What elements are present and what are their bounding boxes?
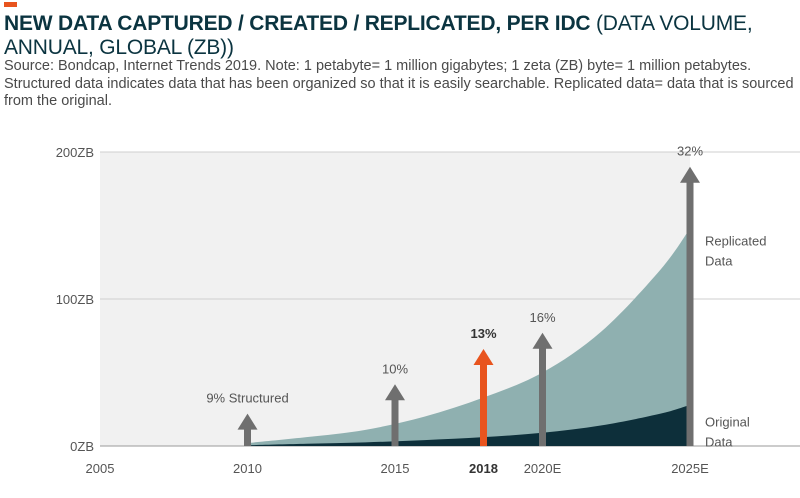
arrow-shaft — [391, 399, 399, 446]
legend-label: Data — [705, 434, 733, 449]
legend-label: Replicated — [705, 234, 766, 249]
arrow-head — [532, 332, 553, 349]
x-tick-label: 2005 — [86, 461, 115, 476]
arrow-label: 9% Structured — [206, 391, 288, 406]
arrow-shaft — [686, 181, 694, 446]
accent-bar — [4, 2, 17, 7]
x-tick-label: 2025E — [671, 461, 709, 476]
title-bold: NEW DATA CAPTURED / CREATED / REPLICATED… — [4, 12, 591, 35]
arrow-head — [473, 348, 494, 365]
y-tick-label: 0ZB — [70, 439, 94, 454]
y-tick-label: 100ZB — [56, 292, 94, 307]
arrow-head — [680, 166, 700, 183]
x-tick-label: 2010 — [233, 461, 262, 476]
arrow-head — [385, 384, 405, 401]
arrow-label: 16% — [529, 310, 555, 325]
title-rest: (DATA VOLUME, ANNUAL, GLOBAL (ZB)) — [4, 12, 753, 59]
arrow-shaft — [539, 347, 546, 446]
replicated-data-area — [247, 228, 690, 446]
x-tick-label: 2020E — [524, 461, 562, 476]
x-tick-label: 2015 — [381, 461, 410, 476]
arrow-shaft — [244, 428, 251, 446]
legend-label: Original — [705, 414, 750, 429]
legend-label: Data — [705, 254, 733, 269]
x-tick-label: 2018 — [469, 461, 498, 476]
arrow-label: 32% — [677, 144, 703, 159]
arrow-head — [237, 413, 258, 430]
arrow-label: 13% — [470, 326, 496, 341]
y-tick-label: 200ZB — [56, 145, 94, 160]
arrow-shaft — [480, 363, 487, 446]
original-data-area — [247, 404, 690, 446]
arrow-label: 10% — [382, 361, 408, 376]
chart-title: NEW DATA CAPTURED / CREATED / REPLICATED… — [4, 12, 794, 60]
source-note: Source: Bondcap, Internet Trends 2019. N… — [4, 58, 794, 109]
